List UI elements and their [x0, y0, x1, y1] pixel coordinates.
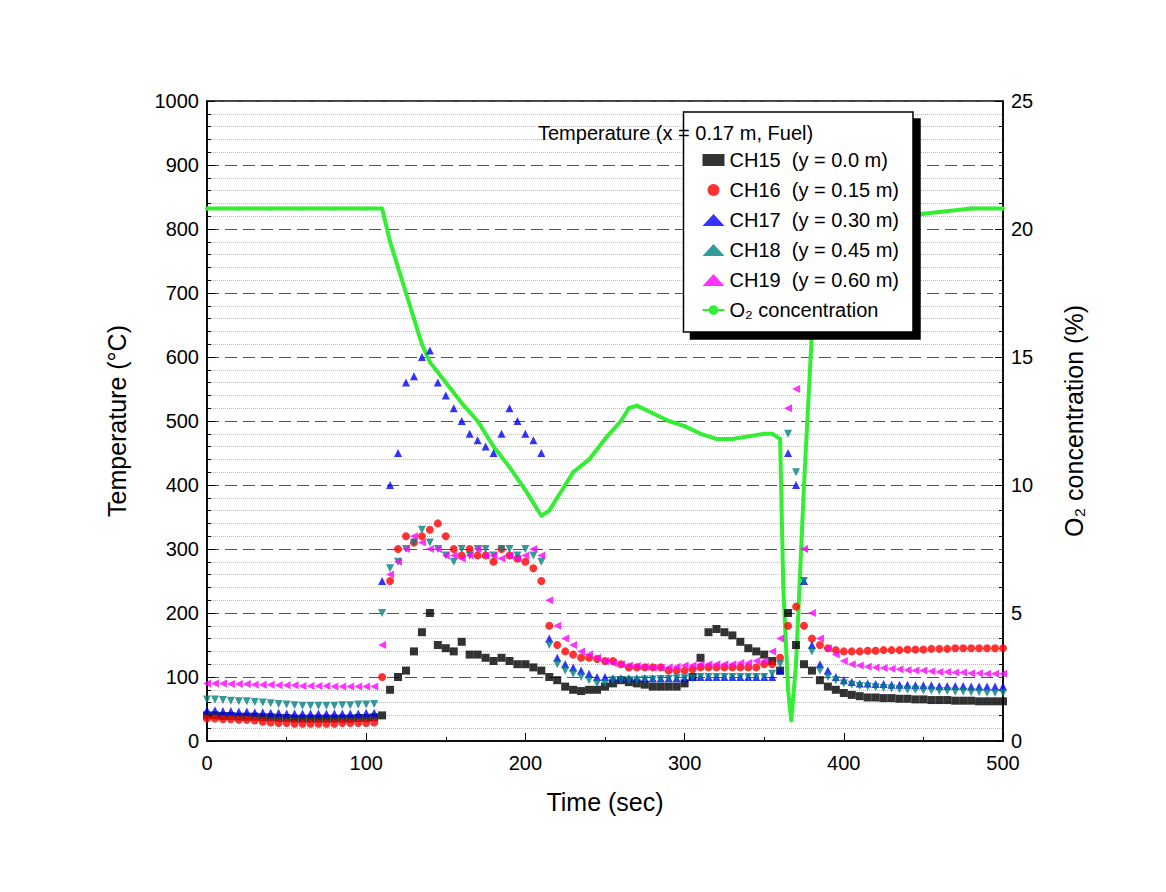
svg-text:300: 300 [668, 752, 701, 774]
svg-text:0: 0 [188, 730, 199, 752]
svg-text:100: 100 [166, 666, 199, 688]
svg-text:5: 5 [1011, 602, 1022, 624]
svg-text:Time (sec): Time (sec) [546, 788, 663, 816]
svg-text:500: 500 [166, 410, 199, 432]
svg-text:100: 100 [350, 752, 383, 774]
svg-text:25: 25 [1011, 90, 1033, 112]
svg-text:10: 10 [1011, 474, 1033, 496]
svg-text:20: 20 [1011, 218, 1033, 240]
svg-text:400: 400 [166, 474, 199, 496]
svg-text:CH19 (y = 0.60 m): CH19 (y = 0.60 m) [729, 269, 899, 291]
svg-text:400: 400 [827, 752, 860, 774]
svg-text:200: 200 [509, 752, 542, 774]
svg-text:900: 900 [166, 154, 199, 176]
svg-text:800: 800 [166, 218, 199, 240]
svg-text:0: 0 [1011, 730, 1022, 752]
svg-text:15: 15 [1011, 346, 1033, 368]
svg-text:0: 0 [201, 752, 212, 774]
svg-text:500: 500 [986, 752, 1019, 774]
svg-text:O₂ concentration (%): O₂ concentration (%) [1060, 305, 1088, 537]
svg-text:Temperature (x = 0.17 m, Fuel): Temperature (x = 0.17 m, Fuel) [538, 122, 813, 144]
svg-text:O₂ concentration: O₂ concentration [729, 299, 878, 321]
svg-text:700: 700 [166, 282, 199, 304]
svg-text:Temperature (°C): Temperature (°C) [103, 325, 131, 517]
svg-text:CH17 (y = 0.30 m): CH17 (y = 0.30 m) [729, 209, 899, 231]
svg-text:CH16 (y = 0.15 m): CH16 (y = 0.15 m) [729, 179, 899, 201]
svg-text:1000: 1000 [155, 90, 200, 112]
svg-text:300: 300 [166, 538, 199, 560]
svg-text:CH18 (y = 0.45 m): CH18 (y = 0.45 m) [729, 239, 899, 261]
svg-text:200: 200 [166, 602, 199, 624]
svg-text:600: 600 [166, 346, 199, 368]
svg-text:CH15 (y = 0.0 m): CH15 (y = 0.0 m) [729, 149, 887, 171]
